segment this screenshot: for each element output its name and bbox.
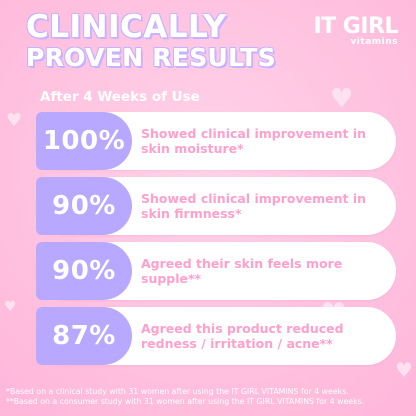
result-card: 90% Agreed their skin feels more supple*… <box>36 242 396 300</box>
logo-sub-text: vitamins <box>350 37 398 47</box>
page-title: CLINICALLY PROVEN RESULTS <box>26 10 276 72</box>
title-line-2: PROVEN RESULTS <box>26 43 276 72</box>
result-percent: 87% <box>36 307 132 365</box>
brand-logo: IT GIRL vitamins <box>313 14 398 48</box>
result-text: Agreed this product reduced redness / ir… <box>141 321 344 351</box>
result-text: Showed clinical improvement in skin firm… <box>141 191 367 221</box>
footnotes: *Based on a clinical study with 31 women… <box>6 387 412 407</box>
result-card: 90% Showed clinical improvement in skin … <box>36 177 396 235</box>
subtitle: After 4 Weeks of Use <box>40 89 200 105</box>
result-percent: 90% <box>36 177 132 235</box>
result-percent: 90% <box>36 242 132 300</box>
footnote-consumer: **Based on a consumer study with 31 wome… <box>6 397 365 406</box>
title-line-1: CLINICALLY <box>26 9 227 45</box>
logo-main-text: IT GIRL <box>313 14 398 39</box>
result-text: Showed clinical improvement in skin mois… <box>141 126 367 156</box>
result-percent: 100% <box>36 112 132 170</box>
result-text: Agreed their skin feels more supple** <box>141 256 343 286</box>
result-card: 100% Showed clinical improvement in skin… <box>36 112 396 170</box>
footnote-clinical: *Based on a clinical study with 31 women… <box>6 387 349 396</box>
result-card: 87% Agreed this product reduced redness … <box>36 307 396 365</box>
